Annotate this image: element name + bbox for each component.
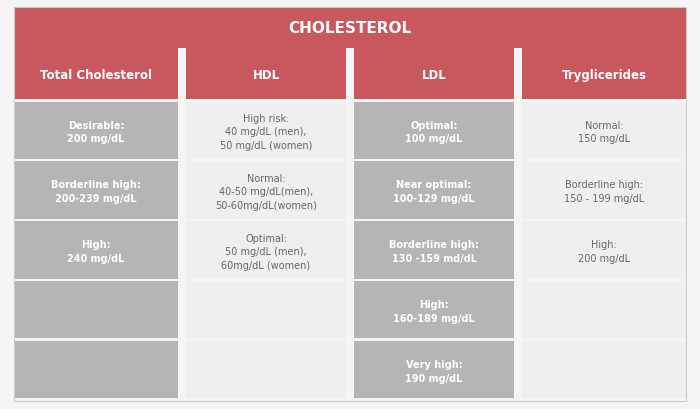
Text: CHOLESTEROL: CHOLESTEROL [288,21,412,36]
Bar [354,341,514,398]
Bar [354,281,514,339]
Bar [186,49,346,100]
Bar [354,49,514,100]
Text: Borderline high:
150 - 199 mg/dL: Borderline high: 150 - 199 mg/dL [564,180,644,204]
Bar [14,49,178,100]
Text: Optimal:
50 mg/dL (men),
60mg/dL (women): Optimal: 50 mg/dL (men), 60mg/dL (women) [221,233,311,270]
Bar [522,341,686,398]
Bar [354,162,514,219]
Text: Near optimal:
100-129 mg/dL: Near optimal: 100-129 mg/dL [393,180,475,204]
Bar [522,281,686,339]
Bar [522,162,686,219]
Text: High:
200 mg/dL: High: 200 mg/dL [578,240,630,263]
Text: Total Cholesterol: Total Cholesterol [40,69,152,82]
Text: High:
240 mg/dL: High: 240 mg/dL [67,240,125,263]
Text: Optimal:
100 mg/dL: Optimal: 100 mg/dL [405,120,463,144]
Text: LDL: LDL [421,69,447,82]
Bar [14,281,178,339]
Bar [354,222,514,279]
Bar [14,102,178,160]
Text: High risk:
40 mg/dL (men),
50 mg/dL (women): High risk: 40 mg/dL (men), 50 mg/dL (wom… [220,114,312,151]
Bar [14,222,178,279]
Bar [14,341,178,398]
Text: Tryglicerides: Tryglicerides [561,69,647,82]
Bar [14,8,686,49]
Bar [186,162,346,219]
Bar [522,102,686,160]
Bar [186,281,346,339]
Bar [186,222,346,279]
Text: Normal:
40-50 mg/dL(men),
50-60mg/dL(women): Normal: 40-50 mg/dL(men), 50-60mg/dL(wom… [215,173,317,210]
Bar [14,162,178,219]
Text: Normal:
150 mg/dL: Normal: 150 mg/dL [578,120,630,144]
Bar [522,222,686,279]
Text: Borderline high:
200-239 mg/dL: Borderline high: 200-239 mg/dL [51,180,141,204]
Text: Very high:
190 mg/dL: Very high: 190 mg/dL [405,359,463,383]
Bar [186,341,346,398]
Bar [186,102,346,160]
Bar [522,49,686,100]
Bar [354,102,514,160]
Text: HDL: HDL [253,69,279,82]
Text: High:
160-189 mg/dL: High: 160-189 mg/dL [393,299,475,323]
Text: Desirable:
200 mg/dL: Desirable: 200 mg/dL [67,120,125,144]
Text: Borderline high:
130 -159 md/dL: Borderline high: 130 -159 md/dL [389,240,479,263]
